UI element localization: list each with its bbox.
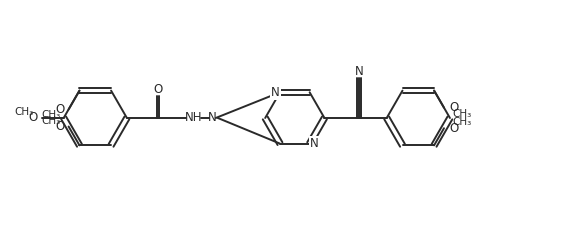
Text: N: N xyxy=(310,137,319,150)
Text: NH: NH xyxy=(185,112,203,124)
Text: N: N xyxy=(208,112,216,124)
Text: CH₃: CH₃ xyxy=(452,117,471,127)
Text: CH₃: CH₃ xyxy=(452,109,471,119)
Text: CH₃: CH₃ xyxy=(15,107,34,117)
Text: CH₃: CH₃ xyxy=(41,110,61,120)
Text: CH₃: CH₃ xyxy=(41,116,61,125)
Text: O: O xyxy=(449,122,458,135)
Text: O: O xyxy=(153,83,163,96)
Text: O: O xyxy=(56,120,65,133)
Text: N: N xyxy=(271,86,279,99)
Text: O: O xyxy=(29,112,38,124)
Text: N: N xyxy=(355,65,364,78)
Text: O: O xyxy=(449,101,458,114)
Text: O: O xyxy=(56,103,65,116)
